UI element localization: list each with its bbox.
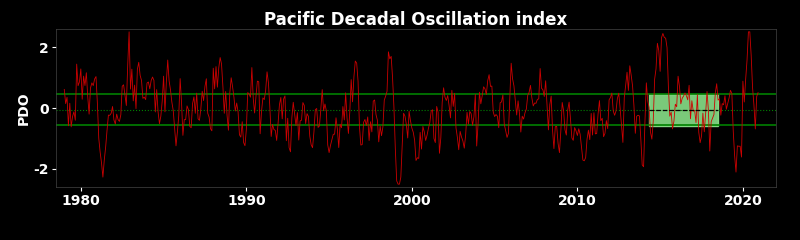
Title: Pacific Decadal Oscillation index: Pacific Decadal Oscillation index [264,11,568,29]
Bar [649,94,718,126]
Y-axis label: PDO: PDO [17,91,30,125]
